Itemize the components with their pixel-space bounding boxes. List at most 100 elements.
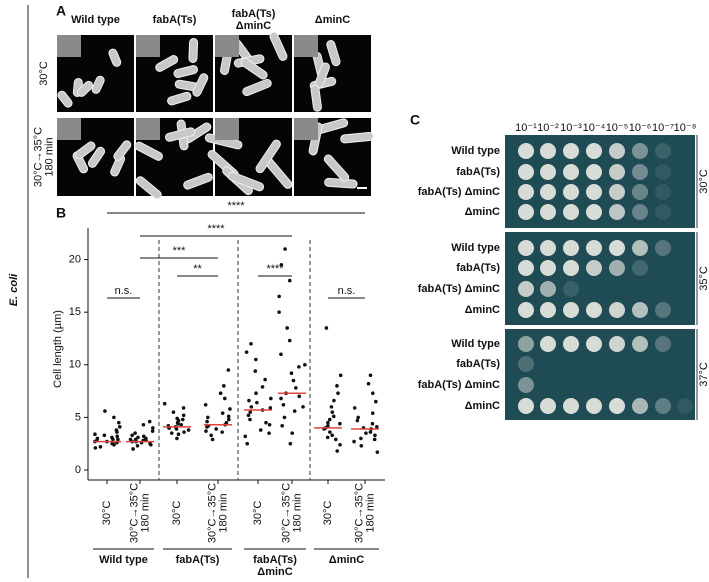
point <box>281 402 286 407</box>
colony-spot <box>632 184 648 200</box>
strain-label: Wild type <box>451 242 500 254</box>
colony-spot <box>655 302 671 318</box>
cell <box>135 176 162 200</box>
point <box>130 433 134 438</box>
panel-letter: B <box>56 205 66 221</box>
point <box>290 431 295 435</box>
colony-spot <box>609 164 625 180</box>
point <box>288 441 293 446</box>
y-tick-label: 15 <box>69 306 81 318</box>
point <box>277 310 281 314</box>
point <box>117 420 121 425</box>
cell <box>173 65 198 78</box>
cell <box>340 131 374 144</box>
point <box>301 405 305 409</box>
colony-spot <box>586 184 602 200</box>
colony-spot <box>563 240 579 256</box>
point <box>131 447 135 451</box>
colony-spot <box>518 184 534 200</box>
y-tick-label: 5 <box>75 411 81 423</box>
colony-spot <box>563 164 579 180</box>
cell <box>269 31 288 61</box>
point <box>118 425 122 429</box>
point <box>375 425 379 429</box>
group-label: fabA(Ts) <box>176 554 220 566</box>
column-header: fabA(Ts) ΔminC <box>232 8 276 32</box>
point <box>180 417 185 422</box>
cell <box>74 141 96 160</box>
colony-spot <box>586 164 602 180</box>
x-tick-label: 30°C→35°C180 min <box>353 483 376 543</box>
point <box>176 421 180 426</box>
point <box>220 411 225 415</box>
colony-spot <box>540 398 556 414</box>
colony-spot <box>586 336 602 352</box>
colony-spot <box>518 240 534 256</box>
inset <box>57 118 81 140</box>
colony-spot <box>518 281 534 297</box>
colony-spot <box>677 398 693 414</box>
colony-spot <box>540 336 556 352</box>
colony-spot <box>632 143 648 159</box>
x-tick-label: 30°C <box>171 501 183 526</box>
colony-spot <box>518 164 534 180</box>
cell <box>91 75 105 94</box>
significance-label: *** <box>173 245 187 257</box>
point <box>182 430 186 434</box>
dilution-label: 10⁻¹ <box>515 122 537 134</box>
y-tick-label: 20 <box>69 253 81 265</box>
point <box>334 437 338 442</box>
point <box>372 437 377 442</box>
point <box>338 442 342 447</box>
colony-spot <box>586 204 602 220</box>
point <box>175 416 179 421</box>
strain-label: Wild type <box>451 338 500 350</box>
colony-spot <box>540 184 556 200</box>
colony-spot <box>655 398 671 414</box>
point <box>267 431 271 435</box>
point <box>254 391 258 395</box>
colony-spot <box>632 260 648 276</box>
colony-spot <box>609 240 625 256</box>
colony-spot <box>632 398 648 414</box>
point <box>186 428 191 432</box>
point <box>328 430 332 434</box>
point <box>114 428 119 432</box>
colony-spot <box>563 204 579 220</box>
point <box>279 352 283 357</box>
point <box>331 414 336 419</box>
strain-label: Wild type <box>451 145 500 157</box>
temperature-label: 37°C <box>698 362 709 387</box>
significance-label: **** <box>207 223 225 235</box>
point <box>326 420 330 425</box>
colony-spot <box>563 260 579 276</box>
column-header: fabA(Ts) <box>153 14 197 26</box>
point <box>279 263 284 267</box>
cell <box>164 127 196 142</box>
y-axis-label: Cell length (µm) <box>52 310 64 388</box>
significance-label: **** <box>266 263 284 275</box>
point <box>371 391 375 395</box>
point <box>338 373 343 378</box>
micrograph <box>57 118 134 196</box>
cell <box>113 140 132 161</box>
point <box>222 384 226 388</box>
colony-spot <box>609 143 625 159</box>
cell <box>323 154 350 182</box>
point <box>370 411 375 415</box>
point <box>181 406 186 410</box>
cell <box>326 39 341 67</box>
point <box>171 410 176 414</box>
colony-spot <box>540 281 556 297</box>
cell <box>134 141 163 161</box>
colony-spot <box>609 336 625 352</box>
cell <box>87 146 106 168</box>
point <box>141 434 146 439</box>
cell <box>76 80 94 97</box>
significance-label: **** <box>227 200 245 212</box>
point <box>330 410 335 414</box>
micrograph <box>294 35 371 112</box>
point <box>175 436 179 441</box>
point <box>335 384 339 388</box>
point <box>368 373 373 378</box>
